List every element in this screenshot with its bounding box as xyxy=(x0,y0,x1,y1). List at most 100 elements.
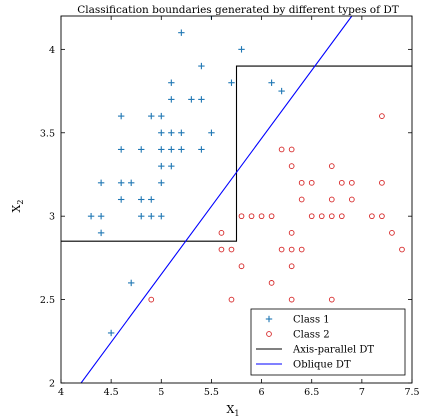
y-axis-label: X2 xyxy=(10,200,25,213)
x-tick-label: 5.5 xyxy=(204,387,219,398)
x-tick-label: 7 xyxy=(359,387,365,398)
class-1-point xyxy=(208,129,215,136)
class-2-point xyxy=(328,296,335,303)
class-1-point xyxy=(97,179,105,187)
class-2-point xyxy=(148,296,155,303)
class-1-point xyxy=(268,79,275,86)
class-1-point xyxy=(158,146,165,153)
class-1-point xyxy=(97,229,105,237)
legend-label: Axis-parallel DT xyxy=(292,345,374,356)
class-1-point xyxy=(148,196,155,203)
class-2-point xyxy=(288,296,295,303)
class-2-point xyxy=(218,230,225,236)
x-tick-label: 6.5 xyxy=(304,387,319,398)
class-1-point xyxy=(278,87,285,95)
legend-label: Class 2 xyxy=(293,330,330,341)
class-1-point xyxy=(158,212,165,220)
class-1-point xyxy=(138,196,145,203)
class-2-point xyxy=(348,179,355,186)
class-1-point xyxy=(138,146,145,153)
class-1-point xyxy=(97,212,105,220)
class-1-point xyxy=(128,279,135,287)
class-2-point xyxy=(348,196,355,203)
legend-marker xyxy=(266,331,272,337)
class-2-point xyxy=(238,263,245,270)
class-2-point xyxy=(328,213,335,220)
y-tick-label: 3 xyxy=(49,212,55,223)
class-2-point xyxy=(379,113,385,119)
class-1-point xyxy=(188,96,195,103)
legend-entry: Axis-parallel DT xyxy=(256,345,374,356)
class-1-point xyxy=(117,146,125,153)
class-1-point xyxy=(87,212,95,220)
class-1-point xyxy=(238,46,245,53)
class-2-point xyxy=(258,213,265,220)
class-1-point xyxy=(117,112,125,120)
class-2-point xyxy=(248,213,255,220)
class-1-point xyxy=(117,196,125,203)
x-tick-label: 4.5 xyxy=(104,387,119,398)
chart-title: Classification boundaries generated by d… xyxy=(77,4,399,16)
class-2-point xyxy=(228,246,235,253)
class-2-point xyxy=(218,246,225,253)
legend: Class 1 Class 2 Axis-parallel DT Oblique DT xyxy=(250,308,406,376)
legend-entry: Class 1 xyxy=(265,315,330,326)
class-1-point xyxy=(148,212,155,220)
legend-label: Oblique DT xyxy=(293,360,351,371)
y-tick-label: 3.5 xyxy=(40,128,55,139)
class-2-point xyxy=(268,280,275,286)
class-2-point xyxy=(389,230,395,236)
class-1-point xyxy=(198,146,205,153)
class-2-point xyxy=(298,179,305,186)
x-tick-label: 6 xyxy=(259,387,265,398)
oblique-dt-line xyxy=(80,16,353,383)
class-1-point xyxy=(178,129,185,136)
x-tick-label: 5 xyxy=(158,387,164,398)
class-2-point xyxy=(338,213,345,220)
class-2-point xyxy=(288,246,295,253)
class-1-point xyxy=(107,329,115,337)
legend-entry: Oblique DT xyxy=(256,360,351,371)
class-2-point xyxy=(298,246,305,253)
class-1-point xyxy=(158,112,165,120)
y-tick-label: 2.5 xyxy=(40,295,55,306)
class-2-point xyxy=(399,246,405,253)
class-1-point xyxy=(228,79,235,86)
class-1-point xyxy=(158,179,165,187)
class-2-point xyxy=(228,296,235,303)
class-1-point xyxy=(158,162,165,170)
class-1-point xyxy=(168,146,175,153)
class-2-point xyxy=(288,230,295,236)
class-2-point xyxy=(298,196,305,203)
y-tick-label: 2 xyxy=(49,379,55,390)
axis-parallel-dt-line xyxy=(61,65,412,242)
x-tick-label: 4 xyxy=(58,387,64,398)
legend-label: Class 1 xyxy=(293,315,330,326)
x-tick-label: 7.5 xyxy=(404,387,419,398)
class-1-point xyxy=(128,179,135,187)
class-1-point xyxy=(117,179,125,187)
class-2-point xyxy=(369,213,375,220)
class-2-point xyxy=(328,163,335,169)
class-1-point xyxy=(168,162,175,170)
class-2-point xyxy=(278,246,285,253)
class-1-point xyxy=(148,112,155,120)
class-1-point xyxy=(168,129,175,136)
class-1-point xyxy=(198,96,205,103)
class-2-point xyxy=(238,213,245,220)
class-2-point xyxy=(278,146,285,153)
class-1-point xyxy=(158,129,165,136)
plot-frame xyxy=(60,15,413,384)
class-2-point xyxy=(288,163,295,169)
class-2-point xyxy=(379,179,385,186)
class-2-point xyxy=(288,263,295,270)
x-axis-label: X1 xyxy=(227,403,240,418)
class-2-point xyxy=(328,196,335,203)
legend-marker xyxy=(265,315,273,323)
class-1-point xyxy=(178,29,185,36)
class-2-point xyxy=(268,213,275,220)
class-1-point xyxy=(168,96,175,103)
axes: 4 4.5 5 5.5 6 6.5 7 7.5 2 2.5 3 3.5 4 xyxy=(40,15,420,398)
class-1-point xyxy=(168,79,175,86)
